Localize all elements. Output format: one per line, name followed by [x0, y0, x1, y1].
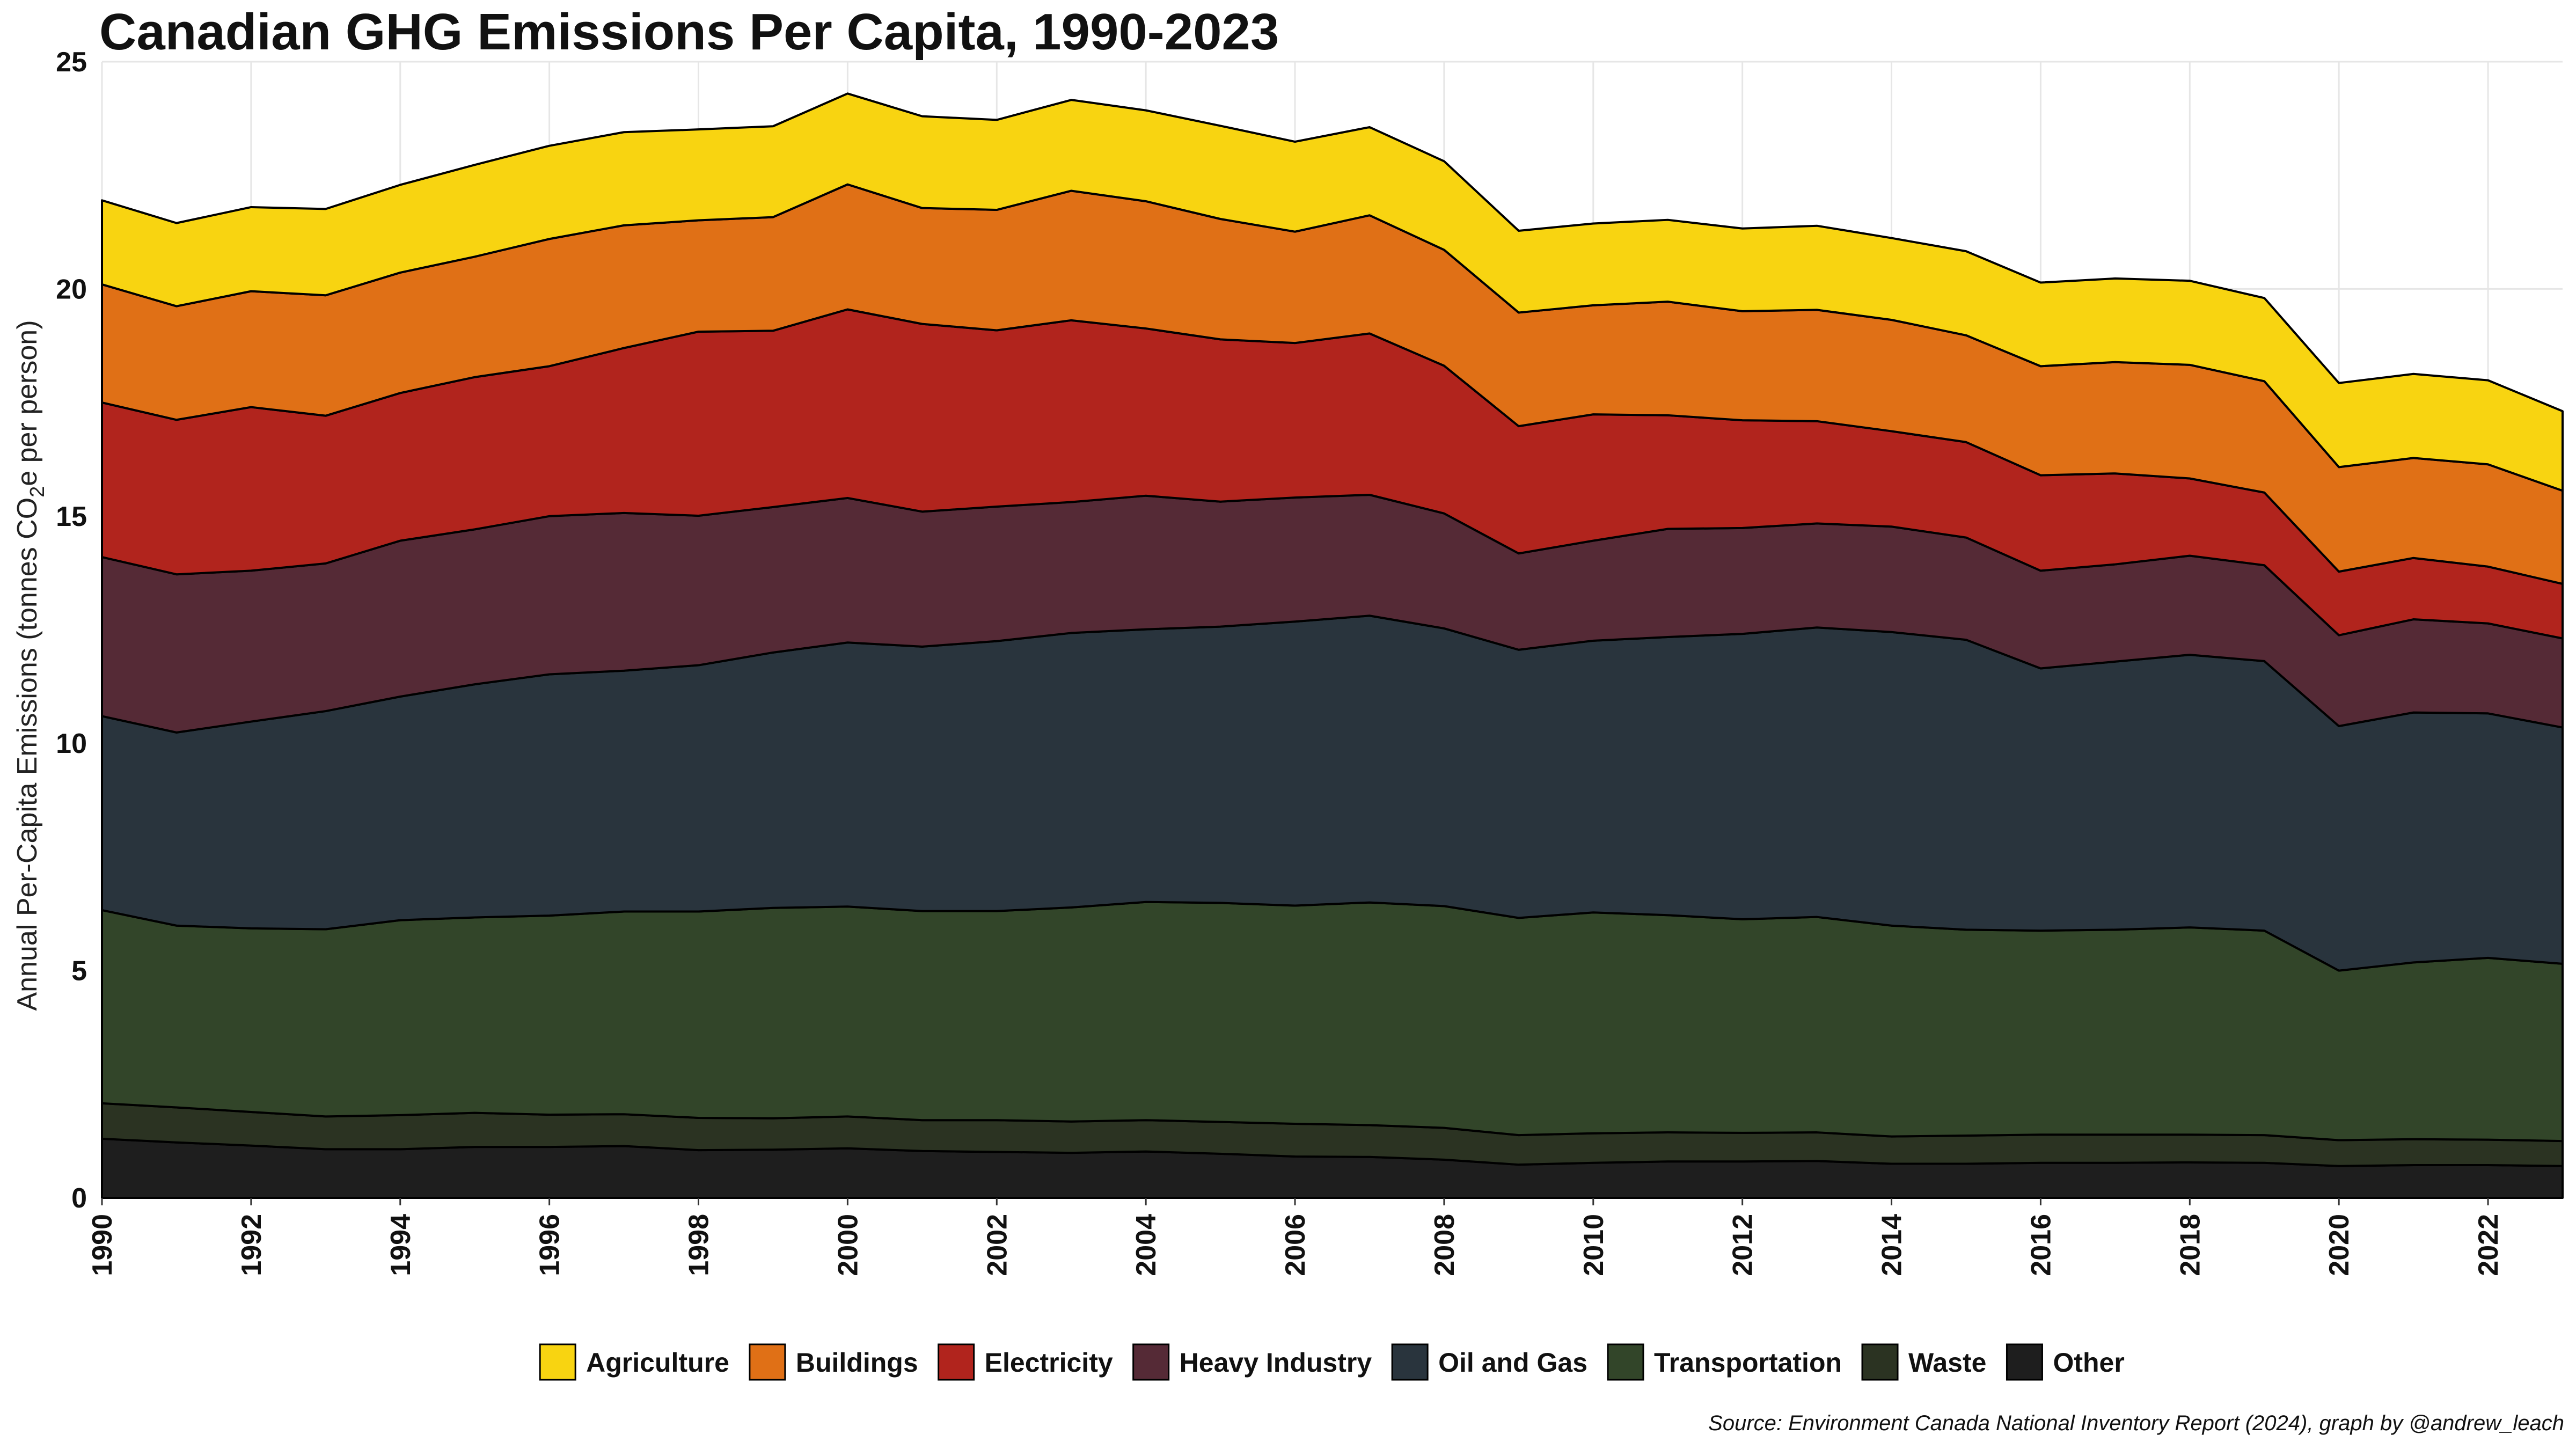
y-tick-label: 15: [56, 501, 87, 532]
x-tick-label: 1992: [236, 1214, 267, 1276]
legend-label-oil-and-gas: Oil and Gas: [1438, 1348, 1587, 1378]
x-axis: 1990 1992 1994 1996 1998 2000 2002 2004 2006 2008…: [87, 1198, 2504, 1276]
x-tick-label: 2002: [982, 1214, 1013, 1276]
y-axis: 0 5 10 15 20 25: [56, 47, 87, 1214]
legend-swatch-oil-and-gas: [1391, 1343, 1429, 1381]
y-axis-label-subscript: 2: [26, 486, 49, 497]
x-tick-label: 1996: [535, 1214, 566, 1276]
x-tick-label: 2000: [832, 1214, 863, 1276]
y-axis-label: Annual Per-Capita Emissions (tonnes CO2e…: [12, 320, 49, 1011]
legend-swatch-electricity: [938, 1343, 975, 1381]
legend-swatch-agriculture: [539, 1343, 576, 1381]
x-tick-label: 2008: [1429, 1214, 1460, 1276]
legend-item-waste: Waste: [1861, 1343, 1986, 1381]
x-tick-label: 2010: [1578, 1214, 1609, 1276]
legend-swatch-transportation: [1607, 1343, 1644, 1381]
legend-label-electricity: Electricity: [985, 1348, 1113, 1378]
legend-swatch-waste: [1861, 1343, 1899, 1381]
legend-item-buildings: Buildings: [749, 1343, 918, 1381]
legend-label-buildings: Buildings: [796, 1348, 918, 1378]
x-tick-label: 1990: [87, 1214, 118, 1276]
legend-label-heavy-industry: Heavy Industry: [1180, 1348, 1372, 1378]
x-tick-label: 2018: [2175, 1214, 2206, 1276]
legend-label-transportation: Transportation: [1654, 1348, 1842, 1378]
y-tick-label: 10: [56, 728, 87, 759]
y-tick-label: 0: [71, 1183, 87, 1214]
area-transportation: [101, 901, 2564, 1143]
chart-caption: Source: Environment Canada National Inve…: [1708, 1411, 2564, 1435]
legend-swatch-other: [2006, 1343, 2043, 1381]
y-axis-label-end: e per person): [12, 320, 43, 486]
y-tick-label: 25: [56, 47, 87, 78]
x-tick-label: 2004: [1131, 1214, 1162, 1276]
x-tick-label: 2022: [2473, 1214, 2504, 1276]
legend-label-agriculture: Agriculture: [586, 1348, 729, 1378]
legend-item-other: Other: [2006, 1343, 2125, 1381]
x-tick-label: 2014: [1877, 1214, 1908, 1276]
area-agriculture: [101, 92, 2564, 492]
x-tick-label: 2012: [1728, 1214, 1759, 1276]
x-tick-label: 1994: [385, 1214, 416, 1276]
legend-item-heavy-industry: Heavy Industry: [1132, 1343, 1372, 1381]
chart-title: Canadian GHG Emissions Per Capita, 1990-…: [99, 3, 1279, 61]
stacked-areas: [101, 92, 2564, 1199]
legend-label-waste: Waste: [1908, 1348, 1986, 1378]
y-tick-label: 20: [56, 274, 87, 305]
x-tick-label: 2006: [1280, 1214, 1311, 1276]
legend-item-transportation: Transportation: [1607, 1343, 1842, 1381]
legend-item-electricity: Electricity: [938, 1343, 1113, 1381]
legend-swatch-heavy-industry: [1132, 1343, 1170, 1381]
x-tick-label: 2016: [2025, 1214, 2057, 1276]
y-tick-label: 5: [71, 956, 87, 987]
legend: Agriculture Buildings Electricity Heavy Ind…: [539, 1343, 2125, 1381]
legend-label-other: Other: [2053, 1348, 2124, 1378]
x-tick-label: 1998: [684, 1214, 715, 1276]
y-axis-label-main: Annual Per-Capita Emissions (tonnes CO: [12, 497, 43, 1011]
legend-swatch-buildings: [749, 1343, 786, 1381]
x-tick-label: 2020: [2324, 1214, 2355, 1276]
legend-item-agriculture: Agriculture: [539, 1343, 729, 1381]
legend-item-oil-and-gas: Oil and Gas: [1391, 1343, 1587, 1381]
